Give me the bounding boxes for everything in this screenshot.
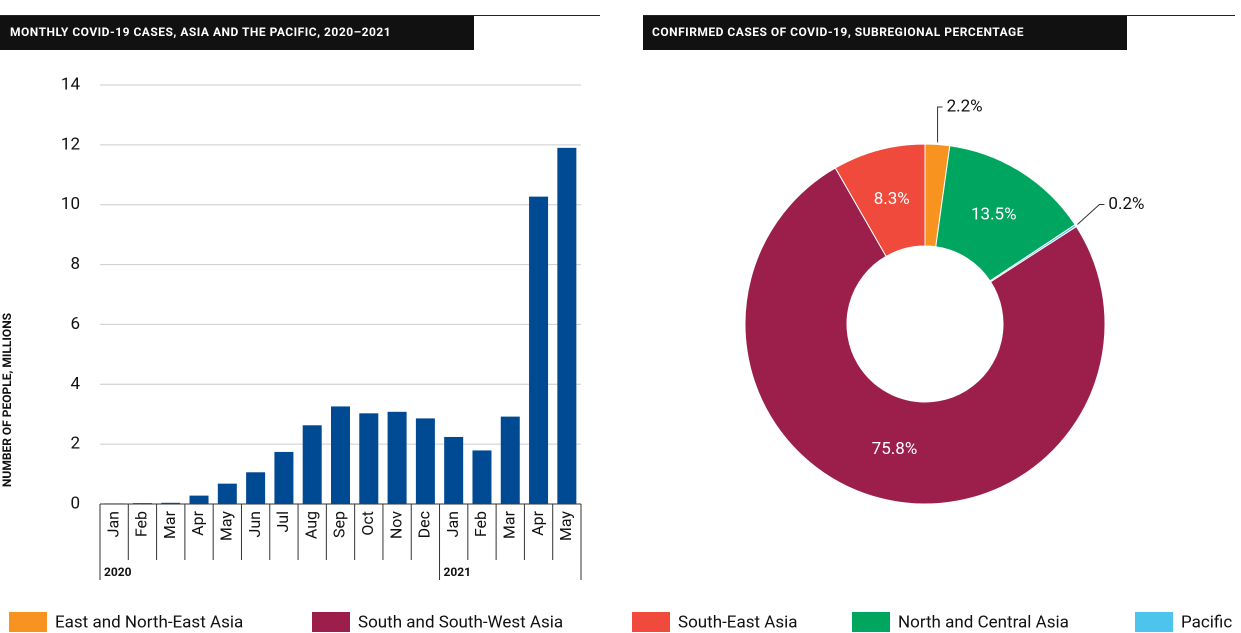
x-tick-label: Mar bbox=[499, 510, 518, 539]
legend-swatch bbox=[1135, 612, 1173, 632]
x-tick-label: Oct bbox=[358, 511, 377, 536]
donut-slice bbox=[744, 167, 1106, 505]
bar bbox=[274, 451, 294, 504]
y-tick-label: 6 bbox=[70, 314, 80, 334]
bar bbox=[246, 472, 266, 504]
y-tick-label: 14 bbox=[61, 74, 81, 94]
x-tick-label: Feb bbox=[471, 511, 490, 537]
slice-label: 75.8% bbox=[872, 439, 918, 459]
x-tick-label: Jul bbox=[273, 511, 292, 533]
legend-label: South and South-West Asia bbox=[358, 612, 563, 632]
x-tick-label: Mar bbox=[160, 510, 179, 539]
legend-label: East and North-East Asia bbox=[55, 612, 243, 632]
bar bbox=[415, 418, 435, 504]
leader-line bbox=[1077, 204, 1105, 225]
slice-label: 0.2% bbox=[1108, 194, 1144, 214]
x-tick-label: May bbox=[217, 511, 236, 542]
y-axis-label: NUMBER OF PEOPLE, MILLIONS bbox=[0, 313, 14, 487]
x-tick-label: Sep bbox=[330, 511, 349, 538]
title-banner bbox=[0, 16, 474, 50]
x-tick-label: Apr bbox=[188, 510, 207, 535]
y-tick-label: 2 bbox=[70, 434, 80, 454]
bar bbox=[161, 502, 181, 504]
year-label: 2020 bbox=[104, 565, 132, 579]
legend-label: Pacific bbox=[1181, 612, 1232, 632]
x-tick-label: Aug bbox=[301, 511, 320, 539]
bar bbox=[557, 147, 577, 504]
slice-label: 13.5% bbox=[971, 204, 1017, 224]
bar bbox=[302, 425, 322, 504]
bar bbox=[132, 503, 152, 504]
bar bbox=[444, 436, 464, 504]
x-tick-label: Jun bbox=[245, 511, 264, 537]
year-label: 2021 bbox=[444, 565, 472, 579]
legend-swatch bbox=[312, 612, 350, 632]
x-tick-label: Dec bbox=[415, 511, 434, 538]
bar bbox=[104, 503, 124, 504]
title-banner bbox=[643, 16, 1127, 50]
x-tick-label: Jan bbox=[443, 511, 462, 537]
chart-title: MONTHLY COVID-19 CASES, ASIA AND THE PAC… bbox=[10, 25, 391, 39]
slice-label: 2.2% bbox=[947, 96, 983, 116]
donut-slice bbox=[834, 143, 926, 258]
x-tick-label: Jan bbox=[103, 511, 122, 537]
x-tick-label: Feb bbox=[132, 511, 151, 537]
y-tick-label: 0 bbox=[70, 493, 80, 513]
x-tick-label: Nov bbox=[386, 511, 405, 539]
legend-swatch bbox=[632, 612, 670, 632]
bar bbox=[529, 196, 549, 504]
y-tick-label: 12 bbox=[61, 134, 80, 154]
y-tick-label: 8 bbox=[70, 254, 80, 274]
bar bbox=[387, 411, 407, 504]
bar bbox=[189, 495, 209, 504]
legend-swatch bbox=[852, 612, 890, 632]
x-tick-label: Apr bbox=[528, 510, 547, 535]
y-tick-label: 10 bbox=[61, 194, 80, 214]
slice-label: 8.3% bbox=[874, 189, 910, 209]
chart-title: CONFIRMED CASES OF COVID-19, SUBREGIONAL… bbox=[652, 25, 1024, 39]
legend-swatch bbox=[9, 612, 47, 632]
bar bbox=[500, 416, 520, 504]
bar bbox=[359, 413, 379, 504]
y-tick-label: 4 bbox=[70, 374, 80, 394]
bar bbox=[472, 450, 492, 504]
legend-label: South-East Asia bbox=[678, 612, 798, 632]
leader-line bbox=[937, 106, 943, 143]
legend-label: North and Central Asia bbox=[898, 612, 1069, 632]
x-tick-label: May bbox=[556, 511, 575, 542]
bar bbox=[217, 483, 237, 504]
bar bbox=[331, 406, 350, 504]
